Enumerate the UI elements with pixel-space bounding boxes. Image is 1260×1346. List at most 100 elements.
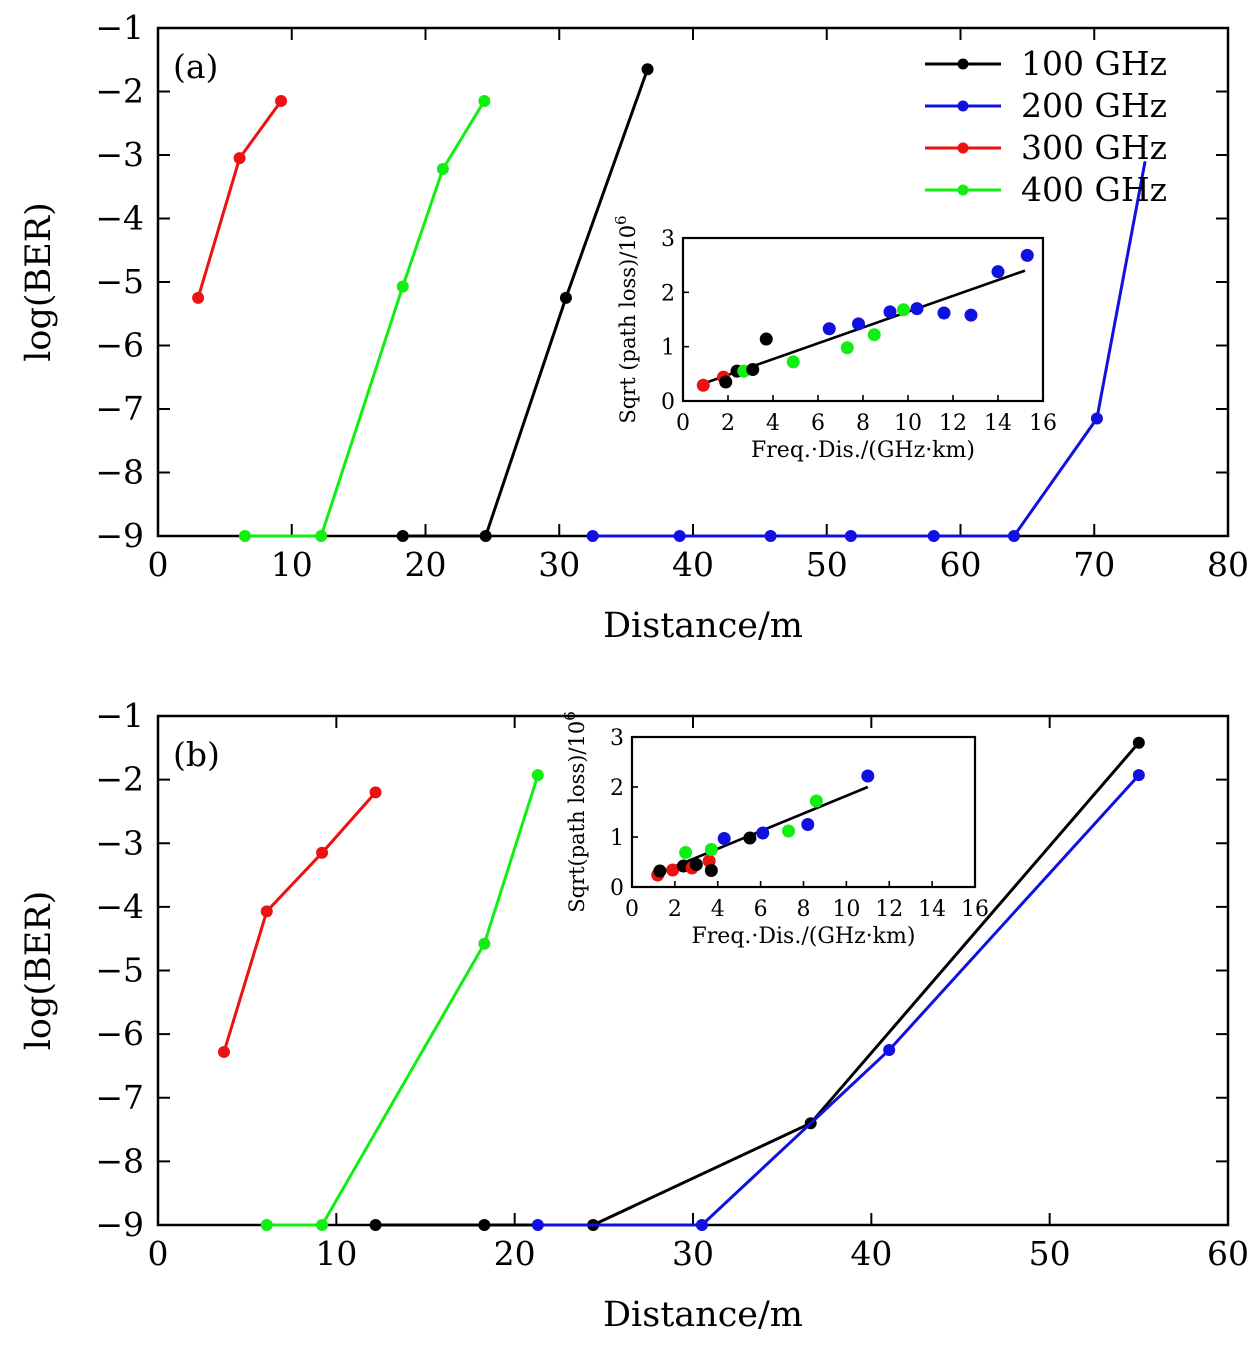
panel-a: 0 10 20 30 40 50 60 70 80−1−2−3−4−5−6−7−8−9Dista… — [19, 8, 1249, 646]
y-tick-label: −5 — [95, 951, 144, 990]
inset-x-tick-label: 8 — [797, 897, 811, 922]
series-200-ghz — [586, 161, 1147, 542]
data-point — [369, 786, 382, 799]
x-tick-label: 10 — [271, 545, 313, 584]
x-tick-label: 10 — [315, 1234, 357, 1273]
y-tick-label: −5 — [95, 262, 144, 301]
data-point — [883, 1044, 896, 1057]
inset-y-tick-label: 3 — [661, 227, 675, 252]
inset-data-point — [786, 355, 800, 369]
data-point — [316, 1219, 329, 1231]
series-line — [537, 774, 1140, 1227]
series-line — [592, 161, 1147, 538]
data-point — [531, 1219, 544, 1231]
inset-y-axis-label-text: Sqrt(path loss)/10 — [565, 721, 589, 913]
data-point — [369, 1219, 382, 1231]
panel-b: 0 10 20 30 40 50 60−1−2−3−4−5−6−7−8−9Distance/… — [19, 696, 1249, 1335]
y-tick-label: −3 — [95, 135, 144, 174]
inset-y-tick-label: 0 — [661, 390, 675, 415]
legend-entry: 200 GHz — [1021, 86, 1167, 125]
legend-marker — [957, 58, 969, 70]
x-tick-label: 30 — [538, 545, 580, 584]
inset-y-axis-label: Sqrt(path loss)/106 — [561, 711, 589, 913]
x-tick-label: 0 — [148, 1234, 169, 1273]
y-tick-label: −6 — [95, 326, 144, 365]
y-tick-label: −9 — [95, 1205, 144, 1244]
inset-data-point — [696, 378, 710, 392]
legend-entry: 400 GHz — [1021, 170, 1167, 209]
y-tick-label: −8 — [95, 1141, 144, 1180]
x-tick-label: 40 — [672, 545, 714, 584]
legend-marker — [957, 100, 969, 112]
data-point — [1008, 530, 1020, 542]
data-point — [396, 530, 409, 542]
x-tick-label: 80 — [1207, 545, 1249, 584]
inset-x-tick-label: 12 — [875, 897, 903, 922]
data-point — [479, 530, 492, 542]
inset-data-point — [756, 826, 770, 840]
inset-data-point — [809, 794, 823, 808]
inset-y-tick-label: 0 — [610, 876, 624, 901]
y-tick-label: −7 — [95, 389, 144, 428]
inset-x-tick-label: 16 — [961, 897, 989, 922]
legend-entry: 100 GHz — [1021, 44, 1167, 83]
inset-x-tick-label: 8 — [856, 411, 870, 436]
inset-chart: 0 2 4 6 8 10 12 14 160123Freq.·Dis./(GHz·km)Sqrt… — [561, 711, 989, 949]
inset-x-tick-label: 2 — [668, 897, 682, 922]
inset-y-tick-label: 1 — [661, 336, 675, 361]
y-tick-label: −2 — [95, 760, 144, 799]
data-point — [1090, 412, 1103, 425]
series-line — [402, 68, 649, 538]
y-tick-label: −4 — [95, 199, 144, 238]
inset-data-point — [1020, 248, 1034, 262]
x-tick-label: 30 — [672, 1234, 714, 1273]
series-400-ghz — [260, 769, 544, 1231]
data-point — [927, 530, 940, 542]
inset-data-point — [840, 341, 854, 355]
inset-frame — [630, 735, 977, 889]
data-point — [238, 530, 251, 542]
x-tick-label: 50 — [806, 545, 848, 584]
y-tick-label: −9 — [95, 516, 144, 555]
y-tick-label: −7 — [95, 1078, 144, 1117]
inset-data-point — [666, 863, 680, 877]
data-point — [1132, 736, 1145, 749]
panel-label: (a) — [173, 47, 218, 86]
data-point — [260, 1219, 273, 1231]
inset-data-point — [867, 328, 881, 342]
series-line — [244, 100, 486, 538]
series-line — [266, 774, 540, 1227]
data-point — [586, 530, 599, 542]
x-tick-label: 70 — [1073, 545, 1115, 584]
data-point — [764, 530, 777, 542]
inset-y-tick-label: 2 — [610, 776, 624, 801]
legend-marker — [957, 184, 969, 196]
series-line — [196, 100, 283, 299]
inset-y-axis-label-exponent: 6 — [561, 711, 579, 721]
y-axis-label: log(BER) — [19, 202, 59, 362]
inset-x-tick-label: 6 — [754, 897, 768, 922]
inset-data-point — [991, 265, 1005, 279]
data-point — [436, 162, 449, 175]
data-point — [1132, 769, 1145, 782]
inset-y-axis-label-exponent: 6 — [612, 215, 630, 225]
inset-data-point — [781, 824, 795, 838]
inset-data-point — [746, 362, 760, 376]
inset-x-tick-label: 4 — [766, 411, 780, 436]
inset-x-tick-label: 12 — [939, 411, 967, 436]
inset-y-tick-label: 3 — [610, 726, 624, 751]
data-point — [531, 769, 544, 782]
inset-x-tick-label: 0 — [676, 411, 690, 436]
inset-data-point — [679, 846, 693, 859]
inset-x-tick-label: 2 — [721, 411, 735, 436]
data-point — [396, 280, 409, 293]
x-axis-label: Distance/m — [603, 606, 803, 646]
series-300-ghz — [192, 95, 288, 304]
inset-y-tick-label: 2 — [661, 281, 675, 306]
y-tick-label: −1 — [95, 8, 144, 47]
inset-data-point — [822, 322, 836, 336]
data-point — [478, 937, 491, 950]
inset-chart: 0 2 4 6 8 10 12 14 160123Freq.·Dis./(GHz·km)Sqrt… — [612, 215, 1057, 463]
